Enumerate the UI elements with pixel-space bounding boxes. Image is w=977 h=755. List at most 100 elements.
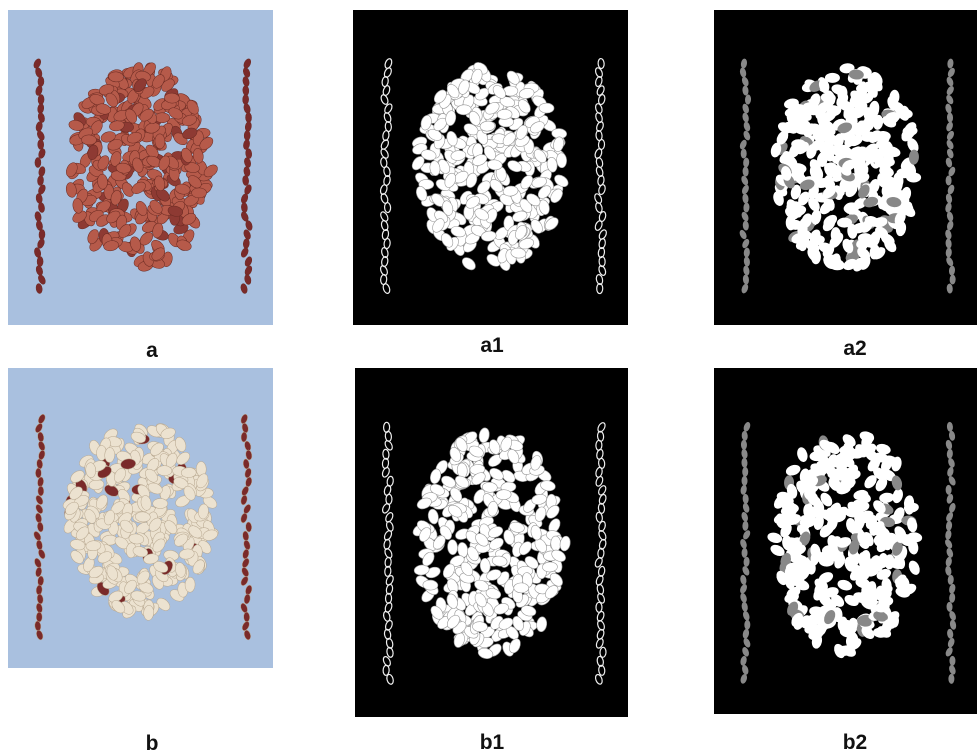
bean <box>110 190 122 206</box>
bean <box>154 175 166 191</box>
bean <box>947 67 955 78</box>
bean <box>487 500 499 517</box>
bean <box>382 664 390 676</box>
bean <box>949 583 956 594</box>
bean <box>554 174 569 188</box>
bean <box>242 85 250 96</box>
bean <box>420 115 432 131</box>
bean <box>196 473 209 489</box>
bean <box>381 75 389 88</box>
bean <box>536 616 548 633</box>
beans <box>33 58 253 294</box>
bean <box>820 492 833 507</box>
bean <box>509 521 525 533</box>
bean <box>743 256 750 267</box>
bean <box>143 605 154 621</box>
bean <box>446 593 458 609</box>
bean <box>879 492 895 503</box>
bean <box>831 594 845 607</box>
bean <box>845 251 861 262</box>
bean <box>813 515 824 530</box>
bean <box>120 458 136 470</box>
bean <box>948 265 956 276</box>
bean <box>801 213 813 228</box>
bean <box>35 283 43 294</box>
bean <box>897 106 909 121</box>
bean <box>595 511 603 523</box>
bean <box>816 460 832 471</box>
bean <box>597 592 606 604</box>
bean <box>482 481 498 493</box>
bean <box>140 86 155 99</box>
bean <box>878 195 890 210</box>
bean <box>745 94 752 105</box>
bean <box>184 577 196 593</box>
bean <box>135 201 148 216</box>
bean <box>808 613 824 625</box>
bean <box>903 495 915 511</box>
bean <box>501 469 516 483</box>
bean <box>845 183 858 198</box>
bean <box>184 162 200 173</box>
bean <box>794 116 808 128</box>
bean <box>853 489 869 501</box>
bean <box>468 110 481 126</box>
bean <box>85 540 102 552</box>
bean <box>154 112 171 123</box>
bean <box>844 594 859 607</box>
bean <box>416 497 432 510</box>
bean <box>946 547 954 558</box>
bean <box>908 149 919 165</box>
bean <box>72 198 84 214</box>
bean <box>787 219 803 230</box>
bean <box>151 247 166 261</box>
bean <box>35 85 43 96</box>
bean <box>856 82 871 94</box>
bean <box>540 480 556 492</box>
bean <box>174 533 188 547</box>
bean <box>901 128 915 142</box>
bean <box>946 256 954 267</box>
bean <box>450 150 467 161</box>
bean <box>75 526 90 540</box>
bean <box>776 130 789 145</box>
bean <box>828 254 842 267</box>
bean <box>888 612 899 628</box>
bean <box>899 576 910 592</box>
bean <box>152 498 168 509</box>
bean <box>240 283 248 294</box>
bean <box>773 191 784 206</box>
bean <box>37 76 45 87</box>
bean <box>884 175 897 189</box>
bean <box>130 590 147 602</box>
bean <box>243 130 251 141</box>
bean <box>907 138 919 153</box>
bean <box>538 102 555 114</box>
bean <box>35 611 43 623</box>
bean <box>860 148 873 162</box>
bean <box>741 448 748 459</box>
bean <box>461 257 476 271</box>
bean <box>744 619 751 630</box>
bean <box>465 196 480 209</box>
bean <box>742 193 749 204</box>
bean <box>797 447 808 462</box>
bean <box>598 493 607 505</box>
bean <box>826 105 842 117</box>
bean <box>946 512 954 522</box>
bean <box>243 229 251 240</box>
bean <box>819 524 833 538</box>
bean <box>34 157 42 168</box>
bean <box>37 94 45 105</box>
bean <box>381 466 390 478</box>
bean <box>240 413 248 425</box>
bean <box>534 506 547 522</box>
bean <box>945 484 952 495</box>
image-panel <box>353 10 628 325</box>
bean <box>240 431 248 443</box>
image-panel <box>355 368 628 717</box>
bean <box>109 120 125 132</box>
bean <box>741 76 749 87</box>
bean <box>243 67 251 78</box>
bean <box>847 617 858 633</box>
